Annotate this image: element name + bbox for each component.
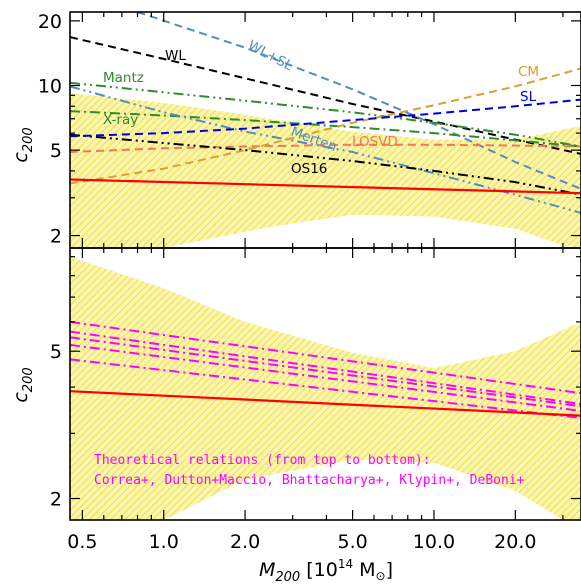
xlabel-sub: 200	[275, 570, 300, 585]
x-axis-title: M200 [1014 M⊙]	[259, 557, 393, 585]
y-tick-label: 10	[38, 76, 62, 98]
xlabel-exp: 14	[338, 557, 353, 571]
series-label-cm: CM	[518, 64, 539, 80]
x-tick-label: 1.0	[149, 531, 179, 553]
bottom-y-axis-title: c200	[10, 367, 36, 402]
x-tick-label: 10.0	[413, 531, 455, 553]
ylabel-main: c	[10, 152, 32, 163]
ylabel-main: c	[10, 392, 32, 403]
ylabel-sub: 200	[21, 367, 36, 392]
xlabel-bracket-close: ]	[386, 559, 393, 581]
xlabel-unit: M	[353, 559, 375, 581]
series-label-x-ray: X-ray	[103, 112, 138, 128]
y-tick-label: 20	[38, 11, 62, 33]
series-label-wl: WL	[165, 48, 186, 64]
theory-note-line-1: Theoretical relations (from top to botto…	[94, 453, 431, 468]
top-y-axis-title: c200	[10, 127, 36, 162]
x-tick-label: 0.5	[67, 531, 97, 553]
series-label-mantz: Mantz	[103, 70, 144, 86]
ylabel-sub: 200	[21, 127, 36, 152]
y-tick-label: 5	[50, 140, 62, 162]
bottom-panel: 2 5 0.5 1.0 2.0 5.0 10.0 20.0	[50, 248, 581, 553]
y-tick-label: 2	[50, 489, 62, 511]
y-tick-label: 5	[50, 341, 62, 363]
series-label-losvd: LOSVD	[352, 134, 398, 150]
y-tick-label: 2	[50, 226, 62, 248]
x-tick-label: 2.0	[230, 531, 260, 553]
xlabel-sun: ⊙	[376, 569, 386, 583]
xlabel-main: M	[259, 559, 275, 581]
x-tick-label: 5.0	[338, 531, 368, 553]
series-label-sl: SL	[520, 89, 537, 105]
theory-note-line-2: Correa+, Dutton+Maccio, Bhattacharya+, K…	[94, 473, 525, 488]
series-label-os16: OS16	[291, 161, 327, 177]
x-tick-label: 20.0	[494, 531, 536, 553]
series-label-wl-sl: WL+SL	[245, 37, 296, 74]
xlabel-bracket-open: [10	[306, 559, 338, 581]
